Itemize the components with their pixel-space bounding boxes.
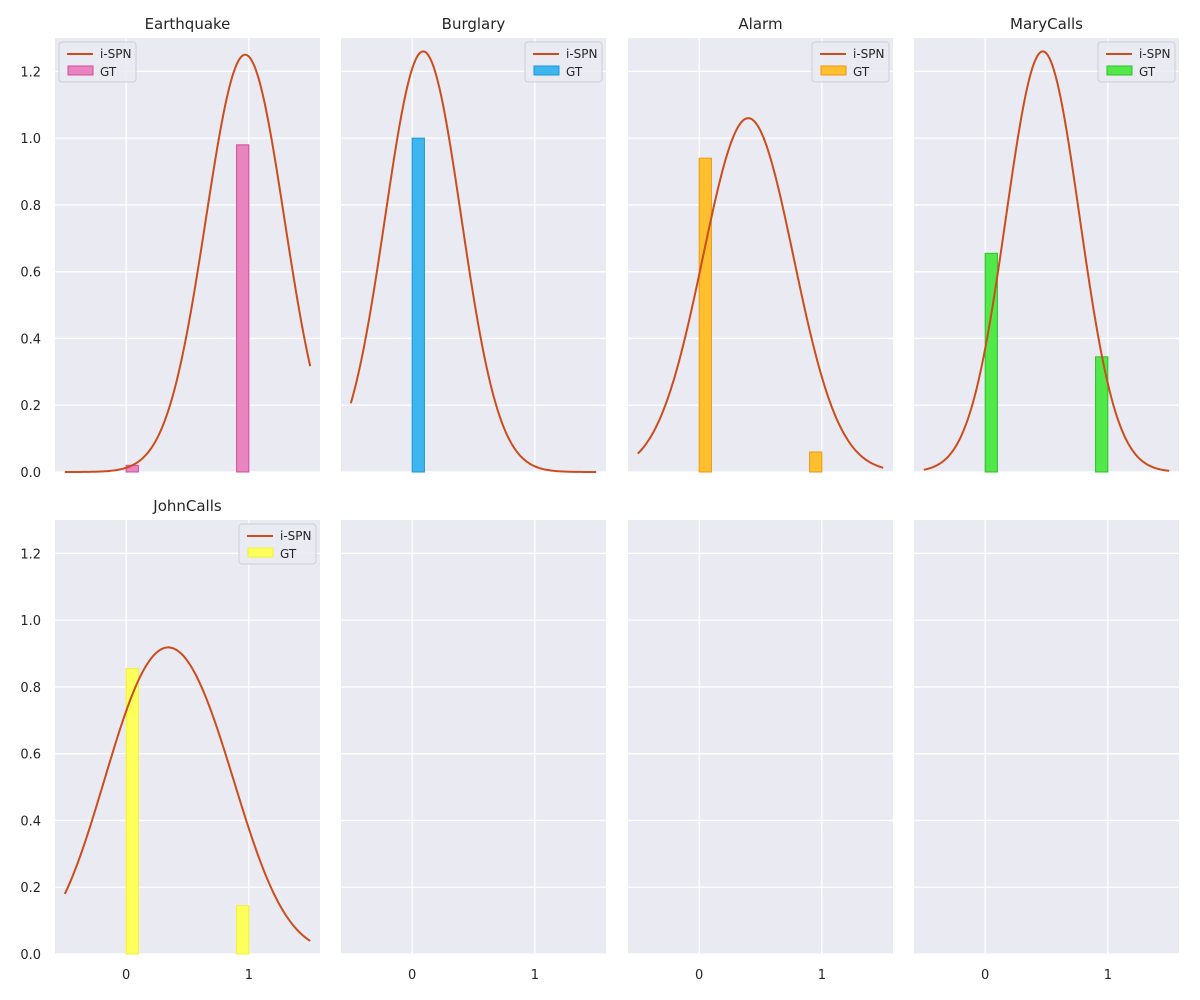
subplot-title: JohnCalls xyxy=(152,497,222,515)
x-tick-label: 1 xyxy=(245,968,253,983)
legend-label-gt: GT xyxy=(100,65,117,79)
bar-1 xyxy=(810,452,822,472)
subplot-title: Alarm xyxy=(738,15,782,33)
legend-label-gt: GT xyxy=(1139,65,1156,79)
subplot-earthquake: 0.0 0.2 0.4 0.6 0.8 1.0 1.2 Earthquake i-SPN GT xyxy=(20,15,320,481)
legend-label-i-spn: i-SPN xyxy=(1139,47,1171,61)
subplot-burglary: Burglary i-SPN GT xyxy=(341,15,606,472)
plot-background xyxy=(55,38,320,472)
y-tick-label: 1.0 xyxy=(20,614,41,629)
subplot-alarm: Alarm i-SPN GT xyxy=(628,15,893,472)
legend-bar-swatch xyxy=(1107,66,1132,75)
y-tick-label: 1.2 xyxy=(20,547,41,562)
y-tick-label: 0.0 xyxy=(20,948,41,963)
legend-bar-swatch xyxy=(248,548,273,557)
legend: i-SPN GT xyxy=(59,42,136,82)
y-tick-label: 1.2 xyxy=(20,65,41,80)
plot-background xyxy=(628,38,893,472)
subplot-johncalls: 0.0 0.2 0.4 0.6 0.8 1.0 1.2 0 1 JohnCalls i-SPN GT xyxy=(20,497,320,983)
x-tick-label: 1 xyxy=(818,968,826,983)
legend-label-gt: GT xyxy=(853,65,870,79)
plot-background xyxy=(55,520,320,954)
subplot-title: MaryCalls xyxy=(1010,15,1083,33)
legend-label-i-spn: i-SPN xyxy=(853,47,885,61)
legend-label-i-spn: i-SPN xyxy=(566,47,598,61)
subplot-marycalls: MaryCalls i-SPN GT xyxy=(914,15,1179,472)
legend: i-SPN GT xyxy=(525,42,602,82)
y-tick-label: 0.6 xyxy=(20,266,41,281)
x-tick-label: 1 xyxy=(531,968,539,983)
y-tick-label: 0.4 xyxy=(20,332,41,347)
y-tick-label: 0.6 xyxy=(20,748,41,763)
y-tick-label: 1.0 xyxy=(20,132,41,147)
plot-background xyxy=(341,520,606,954)
legend-label-i-spn: i-SPN xyxy=(100,47,132,61)
x-tick-label: 1 xyxy=(1104,968,1112,983)
y-tick-label: 0.2 xyxy=(20,399,41,414)
legend-label-gt: GT xyxy=(566,65,583,79)
y-tick-label: 0.4 xyxy=(20,814,41,829)
legend-bar-swatch xyxy=(534,66,559,75)
y-tick-label: 0.8 xyxy=(20,681,41,696)
legend-label-gt: GT xyxy=(280,547,297,561)
bar-0 xyxy=(412,138,424,472)
y-tick-label: 0.2 xyxy=(20,881,41,896)
legend-label-i-spn: i-SPN xyxy=(280,529,312,543)
subplot-title: Burglary xyxy=(442,15,506,33)
plot-background xyxy=(628,520,893,954)
x-tick-label: 0 xyxy=(408,968,416,983)
legend: i-SPN GT xyxy=(812,42,889,82)
legend: i-SPN GT xyxy=(1098,42,1175,82)
x-tick-label: 0 xyxy=(122,968,130,983)
legend: i-SPN GT xyxy=(239,524,316,564)
legend-bar-swatch xyxy=(821,66,846,75)
bar-0 xyxy=(699,158,711,472)
y-tick-label: 0.0 xyxy=(20,466,41,481)
y-tick-label: 0.8 xyxy=(20,199,41,214)
x-tick-label: 0 xyxy=(695,968,703,983)
legend-bar-swatch xyxy=(68,66,93,75)
bar-1 xyxy=(237,145,249,472)
plot-background xyxy=(914,38,1179,472)
bar-0 xyxy=(126,669,138,954)
plot-background xyxy=(341,38,606,472)
bar-1 xyxy=(237,906,249,954)
x-tick-label: 0 xyxy=(981,968,989,983)
subplot-title: Earthquake xyxy=(145,15,231,33)
plot-background xyxy=(914,520,1179,954)
